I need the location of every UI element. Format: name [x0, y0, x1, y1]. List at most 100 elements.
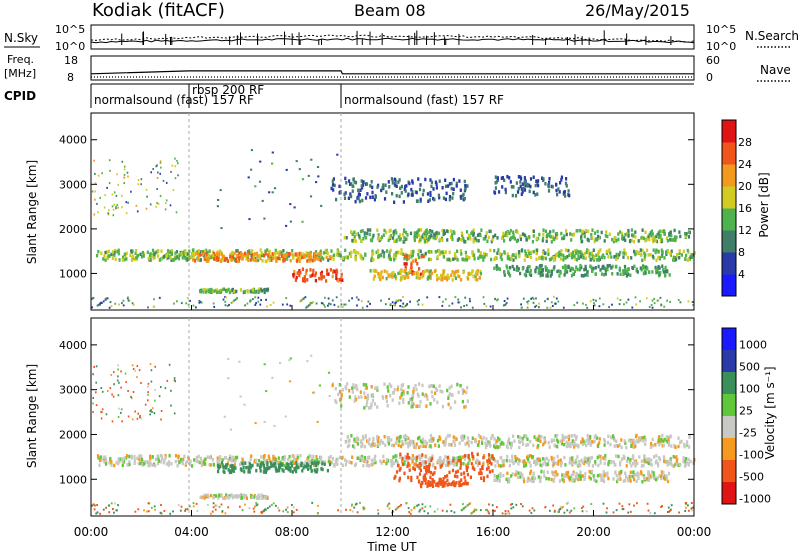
heatmap-cell	[237, 259, 240, 264]
heatmap-cell	[361, 183, 365, 187]
heatmap-cell	[605, 511, 608, 514]
heatmap-cell	[507, 272, 511, 276]
heatmap-cell	[298, 269, 301, 273]
heatmap-cell	[406, 441, 410, 446]
heatmap-cell	[362, 458, 365, 463]
heatmap-cell	[455, 463, 458, 467]
heatmap-cell	[354, 239, 357, 243]
heatmap-cell	[373, 197, 376, 202]
heatmap-cell	[674, 455, 677, 460]
heatmap-cell	[406, 233, 409, 237]
heatmap-cell	[558, 250, 561, 254]
heatmap-cell	[510, 503, 512, 506]
heatmap-cell	[420, 228, 423, 232]
heatmap-cell	[358, 234, 361, 238]
heatmap-cell	[531, 476, 534, 480]
heatmap-cell	[499, 456, 502, 460]
heatmap-cell	[515, 503, 518, 506]
heatmap-cell	[547, 184, 550, 189]
heatmap-cell	[95, 365, 98, 368]
heatmap-cell	[422, 254, 425, 259]
heatmap-cell	[251, 288, 254, 292]
heatmap-cell	[646, 236, 649, 240]
heatmap-cell	[371, 442, 374, 446]
heatmap-cell	[600, 478, 603, 482]
heatmap-cell	[404, 270, 407, 274]
heatmap-cell	[286, 506, 289, 509]
heatmap-cell	[449, 258, 452, 263]
heatmap-cell	[511, 454, 514, 459]
heatmap-cell	[236, 249, 239, 253]
heatmap-cell	[588, 459, 591, 464]
heatmap-cell	[263, 454, 266, 458]
heatmap-cell	[266, 248, 269, 252]
heatmap-cell	[356, 442, 359, 446]
heatmap-cell	[491, 456, 494, 460]
heatmap-cell	[568, 253, 571, 257]
heatmap-cell	[593, 239, 596, 244]
heatmap-cell	[446, 483, 449, 487]
heatmap-cell	[131, 418, 134, 421]
heatmap-cell	[277, 256, 280, 260]
heatmap-cell	[418, 267, 421, 271]
heatmap-cell	[624, 233, 627, 237]
heatmap-cell	[446, 434, 450, 438]
heatmap-cell	[177, 174, 179, 177]
heatmap-cell	[419, 444, 422, 448]
heatmap-cell	[610, 435, 613, 440]
heatmap-cell	[499, 255, 502, 259]
heatmap-cell	[539, 264, 542, 268]
heatmap-cell	[235, 289, 238, 294]
heatmap-cell	[529, 255, 533, 259]
heatmap-cell	[437, 193, 440, 198]
heatmap-cell	[96, 454, 100, 458]
heatmap-cell	[636, 461, 639, 466]
heatmap-cell	[245, 465, 248, 470]
heatmap-cell	[172, 189, 175, 192]
heatmap-cell	[334, 386, 337, 391]
heatmap-cell	[98, 458, 102, 463]
heatmap-cell	[427, 250, 430, 254]
heatmap-cell	[656, 299, 659, 302]
heatmap-cell	[543, 251, 546, 256]
heatmap-cell	[404, 455, 407, 459]
heatmap-cell	[652, 474, 655, 478]
heatmap-cell	[359, 458, 362, 463]
heatmap-cell	[584, 273, 587, 277]
heatmap-cell	[485, 508, 487, 511]
heatmap-cell	[651, 437, 654, 442]
heatmap-cell	[426, 484, 429, 488]
heatmap-cell	[312, 255, 315, 259]
heatmap-cell	[653, 297, 656, 300]
heatmap-cell	[448, 392, 451, 396]
heatmap-cell	[395, 299, 398, 302]
heatmap-cell	[602, 470, 605, 474]
heatmap-cell	[444, 454, 447, 459]
heatmap-cell	[438, 296, 441, 299]
heatmap-cell	[467, 453, 470, 458]
heatmap-cell	[657, 231, 660, 235]
heatmap-cell	[198, 301, 201, 304]
heatmap-cell	[598, 297, 601, 300]
heatmap-cell	[476, 463, 479, 467]
heatmap-cell	[569, 268, 572, 273]
heatmap-cell	[611, 272, 614, 276]
heatmap-cell	[377, 250, 380, 254]
heatmap-cell	[524, 435, 527, 439]
heatmap-cell	[312, 454, 315, 459]
heatmap-cell	[133, 458, 136, 463]
heatmap-cell	[421, 507, 424, 510]
heatmap-cell	[563, 234, 566, 238]
heatmap-cell	[586, 237, 589, 242]
heatmap-cell	[618, 502, 621, 505]
heatmap-cell	[206, 455, 209, 459]
heatmap-cell	[356, 387, 359, 392]
heatmap-cell	[369, 269, 372, 273]
heatmap-cell	[149, 454, 152, 459]
heatmap-cell	[646, 266, 649, 271]
heatmap-cell	[690, 253, 693, 257]
heatmap-cell	[109, 169, 111, 172]
velocity-colorbar-segment	[722, 328, 736, 351]
heatmap-cell	[292, 454, 295, 458]
heatmap-cell	[175, 211, 178, 214]
